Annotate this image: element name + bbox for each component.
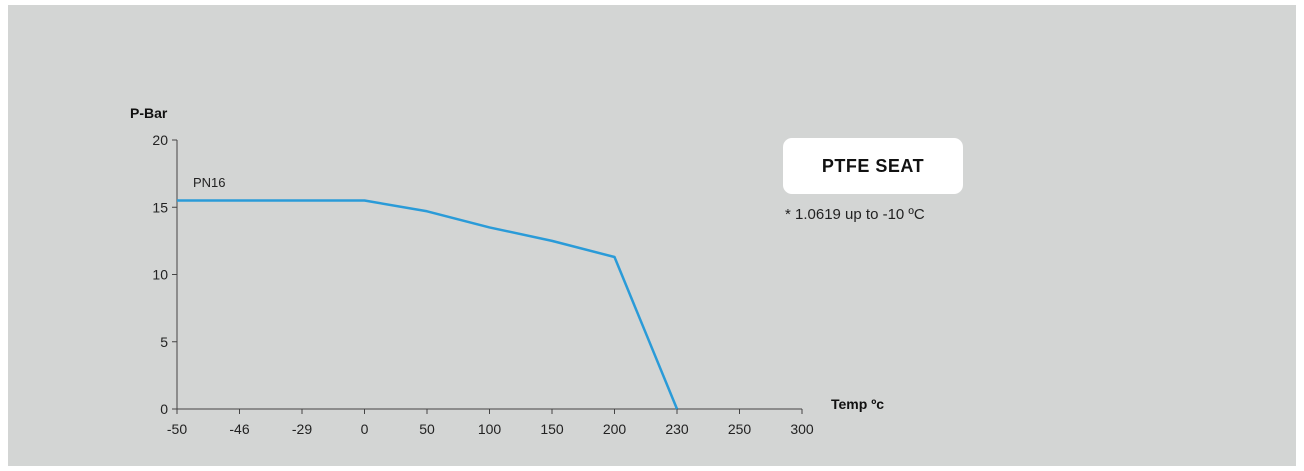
x-tick-label: 300 (790, 421, 814, 437)
y-tick-label: 10 (152, 267, 168, 283)
x-tick-label: 150 (540, 421, 564, 437)
series-label-pn16: PN16 (193, 175, 226, 190)
x-tick-label: 250 (728, 421, 752, 437)
x-tick-label: -29 (292, 421, 312, 437)
x-tick-label: 50 (419, 421, 435, 437)
x-tick-label: -46 (229, 421, 249, 437)
y-tick-label: 5 (160, 334, 168, 350)
x-ticks: -50 -46 -29 0 50 100 150 200 230 250 300 (167, 409, 814, 437)
y-tick-label: 15 (152, 199, 168, 215)
y-ticks: 0 5 10 15 20 (152, 132, 177, 417)
x-tick-label: 100 (478, 421, 502, 437)
x-tick-label: -50 (167, 421, 187, 437)
x-tick-label: 200 (603, 421, 627, 437)
material-note: * 1.0619 up to -10 ºC (785, 206, 925, 223)
y-axis-title: P-Bar (130, 105, 168, 121)
y-tick-label: 20 (152, 132, 168, 148)
seat-type-badge: PTFE SEAT (783, 138, 963, 194)
chart-panel (8, 5, 1296, 466)
x-tick-label: 230 (665, 421, 689, 437)
series-line-pn16 (177, 199, 679, 410)
y-tick-label: 0 (160, 401, 168, 417)
x-axis-title: Temp ºc (831, 396, 884, 412)
x-tick-label: 0 (361, 421, 369, 437)
